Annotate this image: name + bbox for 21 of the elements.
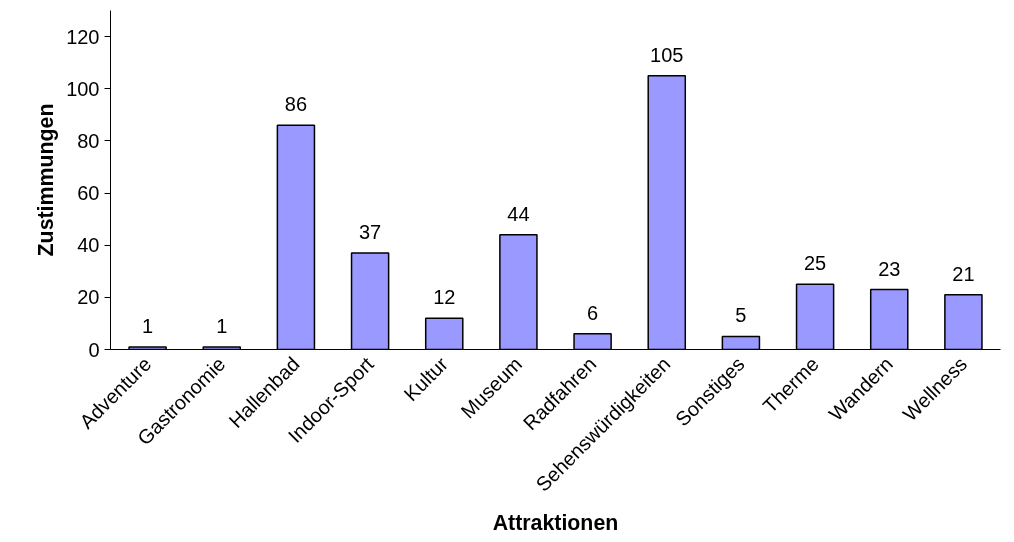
y-tick-label: 100 <box>66 77 100 100</box>
data-label: 1 <box>142 314 154 337</box>
y-tick-label: 80 <box>77 129 100 152</box>
y-tick-label: 60 <box>77 182 100 205</box>
y-axis-title: Zustimmungen <box>34 103 59 257</box>
y-tick-label: 120 <box>66 25 100 48</box>
data-label: 5 <box>735 304 747 327</box>
data-label: 25 <box>803 252 827 275</box>
data-label: 23 <box>878 257 901 280</box>
data-label: 12 <box>433 286 456 309</box>
data-label: 21 <box>952 262 975 285</box>
data-label: 1 <box>216 314 228 337</box>
y-tick-label: 0 <box>88 338 100 361</box>
x-axis-title: Attraktionen <box>492 511 619 536</box>
data-label: 105 <box>650 43 684 66</box>
data-label: 86 <box>284 93 308 116</box>
y-tick-label: 20 <box>77 286 100 309</box>
data-label: 44 <box>507 202 530 225</box>
y-tick-label: 40 <box>77 234 100 257</box>
data-label: 37 <box>358 221 382 244</box>
data-label: 6 <box>587 301 599 324</box>
